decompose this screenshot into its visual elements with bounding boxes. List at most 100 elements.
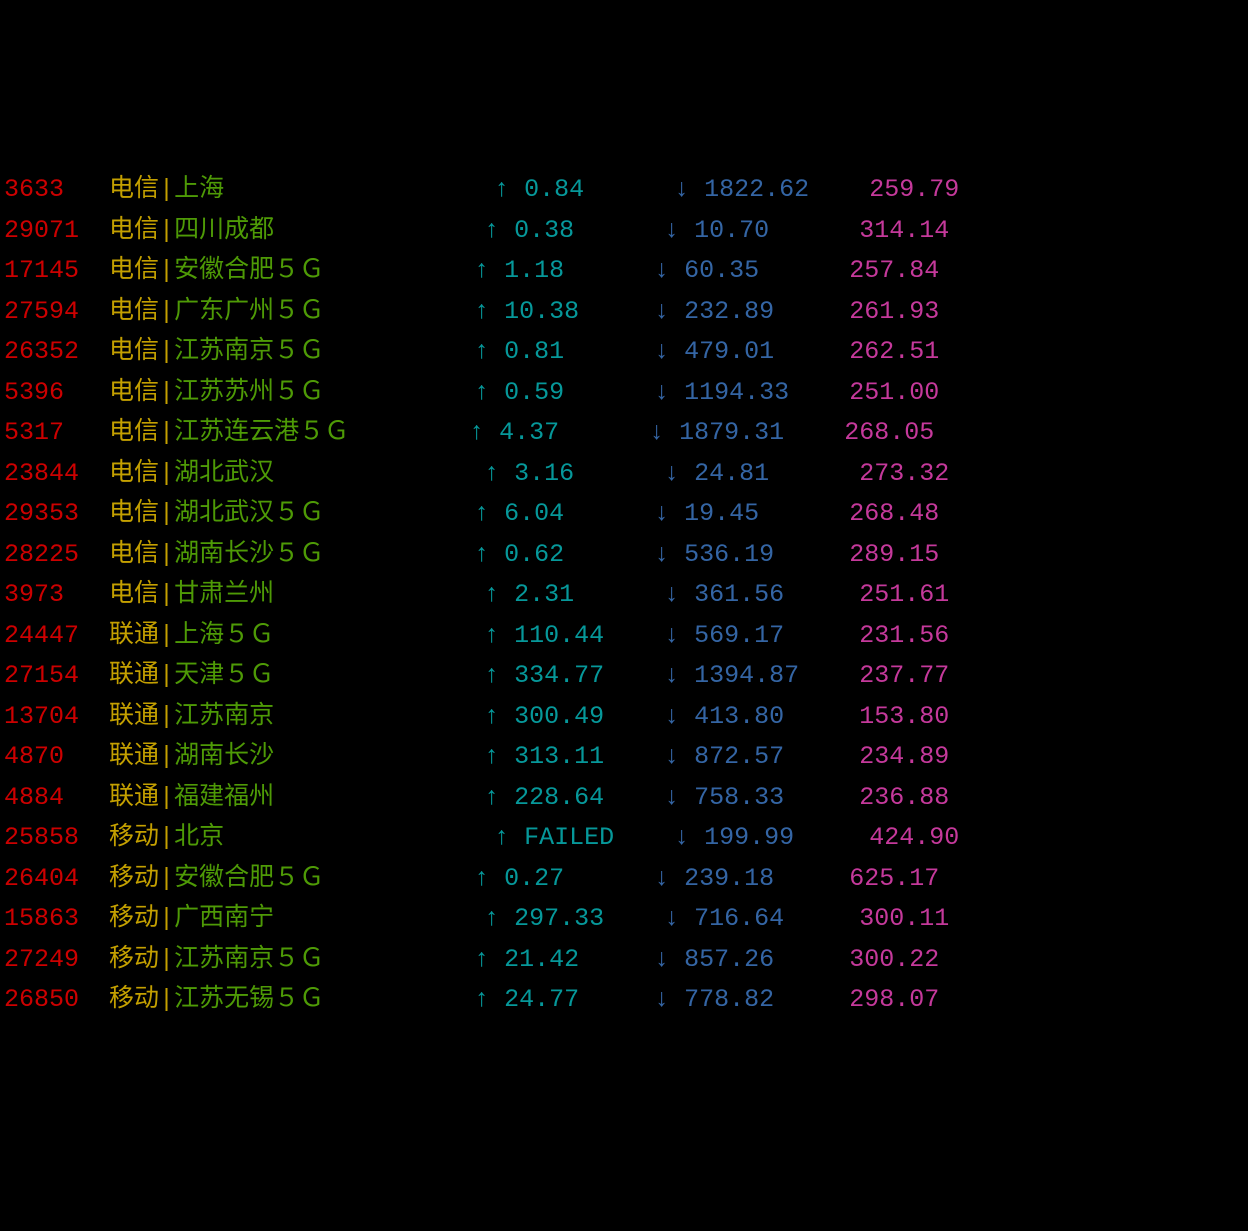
pipe-separator: | <box>159 256 174 285</box>
table-row: 26404 移动|安徽合肥５Ｇ ↑ 0.27 ↓ 239.18 625.17 <box>4 859 1244 900</box>
download-speed: 479.01 <box>684 337 849 366</box>
upload-arrow-icon: ↑ <box>484 904 514 933</box>
server-id: 29353 <box>4 499 94 528</box>
ping-value: 153.80 <box>859 702 949 731</box>
server-id: 4884 <box>4 783 94 812</box>
table-row: 15863 移动|广西南宁 ↑ 297.33 ↓ 716.64 300.11 <box>4 899 1244 940</box>
download-speed: 1879.31 <box>679 418 844 447</box>
download-speed: 413.80 <box>694 702 859 731</box>
server-id: 3973 <box>4 580 94 609</box>
ping-value: 300.11 <box>859 904 949 933</box>
speedtest-terminal-output: 3633 电信|上海 ↑ 0.84 ↓ 1822.62 259.7929071 … <box>4 170 1244 1021</box>
ping-value: 259.79 <box>869 175 959 204</box>
download-speed: 778.82 <box>684 985 849 1014</box>
table-row: 4870 联通|湖南长沙 ↑ 313.11 ↓ 872.57 234.89 <box>4 737 1244 778</box>
location: 上海 <box>174 175 494 204</box>
download-arrow-icon: ↓ <box>664 621 694 650</box>
download-speed: 60.35 <box>684 256 849 285</box>
location: 江苏苏州５Ｇ <box>174 378 474 407</box>
isp-name: 移动 <box>109 904 159 933</box>
server-id: 28225 <box>4 540 94 569</box>
ping-value: 261.93 <box>849 297 939 326</box>
server-id: 3633 <box>4 175 94 204</box>
location: 湖南长沙５Ｇ <box>174 540 474 569</box>
download-arrow-icon: ↓ <box>654 945 684 974</box>
pipe-separator: | <box>159 945 174 974</box>
upload-speed: 228.64 <box>514 783 664 812</box>
isp-name: 电信 <box>109 256 159 285</box>
upload-speed: 24.77 <box>504 985 654 1014</box>
ping-value: 300.22 <box>849 945 939 974</box>
server-id: 5317 <box>4 418 94 447</box>
table-row: 4884 联通|福建福州 ↑ 228.64 ↓ 758.33 236.88 <box>4 778 1244 819</box>
upload-speed: 0.59 <box>504 378 654 407</box>
pipe-separator: | <box>159 297 174 326</box>
upload-speed: 6.04 <box>504 499 654 528</box>
table-row: 27249 移动|江苏南京５Ｇ ↑ 21.42 ↓ 857.26 300.22 <box>4 940 1244 981</box>
download-speed: 1194.33 <box>684 378 849 407</box>
ping-value: 231.56 <box>859 621 949 650</box>
upload-speed: 0.84 <box>524 175 674 204</box>
server-id: 29071 <box>4 216 94 245</box>
table-row: 28225 电信|湖南长沙５Ｇ ↑ 0.62 ↓ 536.19 289.15 <box>4 535 1244 576</box>
table-row: 26850 移动|江苏无锡５Ｇ ↑ 24.77 ↓ 778.82 298.07 <box>4 980 1244 1021</box>
location: 安徽合肥５Ｇ <box>174 256 474 285</box>
download-arrow-icon: ↓ <box>654 337 684 366</box>
download-speed: 361.56 <box>694 580 859 609</box>
upload-speed: 4.37 <box>499 418 649 447</box>
location: 广西南宁 <box>174 904 484 933</box>
isp-name: 联通 <box>109 702 159 731</box>
server-id: 27249 <box>4 945 94 974</box>
isp-name: 联通 <box>109 783 159 812</box>
table-row: 23844 电信|湖北武汉 ↑ 3.16 ↓ 24.81 273.32 <box>4 454 1244 495</box>
server-id: 17145 <box>4 256 94 285</box>
upload-arrow-icon: ↑ <box>474 985 504 1014</box>
location: 四川成都 <box>174 216 484 245</box>
upload-arrow-icon: ↑ <box>474 378 504 407</box>
download-arrow-icon: ↓ <box>664 702 694 731</box>
location: 湖南长沙 <box>174 742 484 771</box>
pipe-separator: | <box>159 621 174 650</box>
location: 天津５Ｇ <box>174 661 484 690</box>
ping-value: 273.32 <box>859 459 949 488</box>
upload-arrow-icon: ↑ <box>494 823 524 852</box>
isp-name: 电信 <box>109 297 159 326</box>
isp-name: 联通 <box>109 661 159 690</box>
upload-arrow-icon: ↑ <box>474 945 504 974</box>
download-speed: 239.18 <box>684 864 849 893</box>
download-arrow-icon: ↓ <box>674 823 704 852</box>
table-row: 26352 电信|江苏南京５Ｇ ↑ 0.81 ↓ 479.01 262.51 <box>4 332 1244 373</box>
server-id: 15863 <box>4 904 94 933</box>
download-speed: 19.45 <box>684 499 849 528</box>
table-row: 24447 联通|上海５Ｇ ↑ 110.44 ↓ 569.17 231.56 <box>4 616 1244 657</box>
upload-arrow-icon: ↑ <box>469 418 499 447</box>
upload-speed: 313.11 <box>514 742 664 771</box>
location: 江苏南京５Ｇ <box>174 337 474 366</box>
pipe-separator: | <box>159 702 174 731</box>
upload-arrow-icon: ↑ <box>474 337 504 366</box>
upload-arrow-icon: ↑ <box>474 540 504 569</box>
upload-speed: 300.49 <box>514 702 664 731</box>
location: 江苏连云港５Ｇ <box>174 418 469 447</box>
server-id: 5396 <box>4 378 94 407</box>
server-id: 26850 <box>4 985 94 1014</box>
table-row: 29353 电信|湖北武汉５Ｇ ↑ 6.04 ↓ 19.45 268.48 <box>4 494 1244 535</box>
server-id: 26352 <box>4 337 94 366</box>
download-speed: 199.99 <box>704 823 869 852</box>
pipe-separator: | <box>159 540 174 569</box>
isp-name: 电信 <box>109 337 159 366</box>
upload-arrow-icon: ↑ <box>484 621 514 650</box>
pipe-separator: | <box>159 378 174 407</box>
server-id: 4870 <box>4 742 94 771</box>
ping-value: 289.15 <box>849 540 939 569</box>
location: 江苏南京５Ｇ <box>174 945 474 974</box>
server-id: 26404 <box>4 864 94 893</box>
upload-speed: 3.16 <box>514 459 664 488</box>
isp-name: 移动 <box>109 864 159 893</box>
download-speed: 872.57 <box>694 742 859 771</box>
pipe-separator: | <box>159 823 174 852</box>
download-arrow-icon: ↓ <box>664 216 694 245</box>
table-row: 29071 电信|四川成都 ↑ 0.38 ↓ 10.70 314.14 <box>4 211 1244 252</box>
pipe-separator: | <box>159 216 174 245</box>
table-row: 27594 电信|广东广州５Ｇ ↑ 10.38 ↓ 232.89 261.93 <box>4 292 1244 333</box>
